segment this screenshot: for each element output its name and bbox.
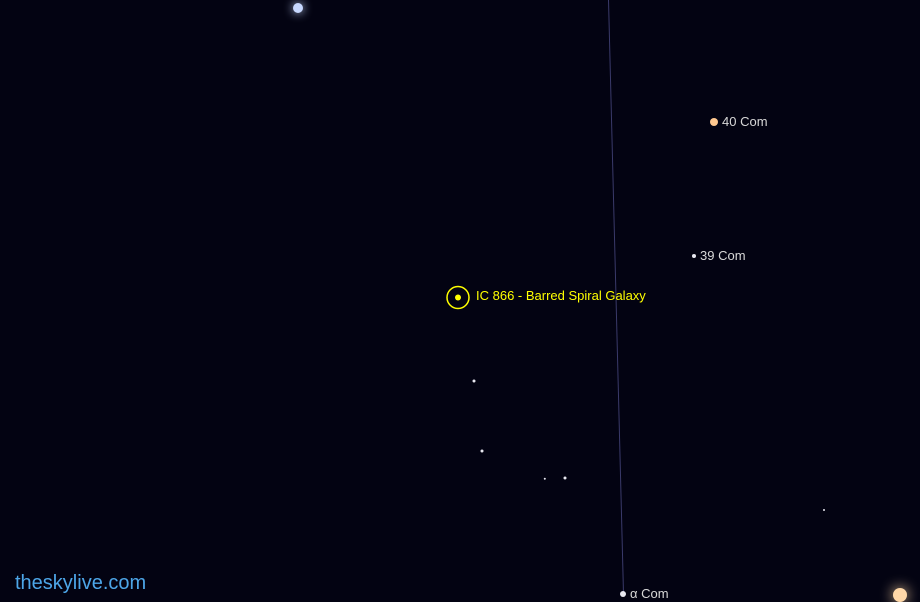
star: [692, 254, 696, 258]
star: [293, 3, 303, 13]
star: [710, 118, 718, 126]
star-label: 39 Com: [700, 248, 746, 263]
watermark: theskylive.com: [15, 572, 146, 595]
star-label: 40 Com: [722, 114, 768, 129]
star: [620, 591, 626, 597]
star: [564, 477, 567, 480]
star: [544, 478, 546, 480]
star: [481, 450, 484, 453]
star: [823, 509, 825, 511]
target-object-marker[interactable]: [445, 285, 471, 316]
target-object-label: IC 866 - Barred Spiral Galaxy: [476, 288, 646, 303]
star: [473, 380, 476, 383]
star-label: α Com: [630, 586, 669, 601]
